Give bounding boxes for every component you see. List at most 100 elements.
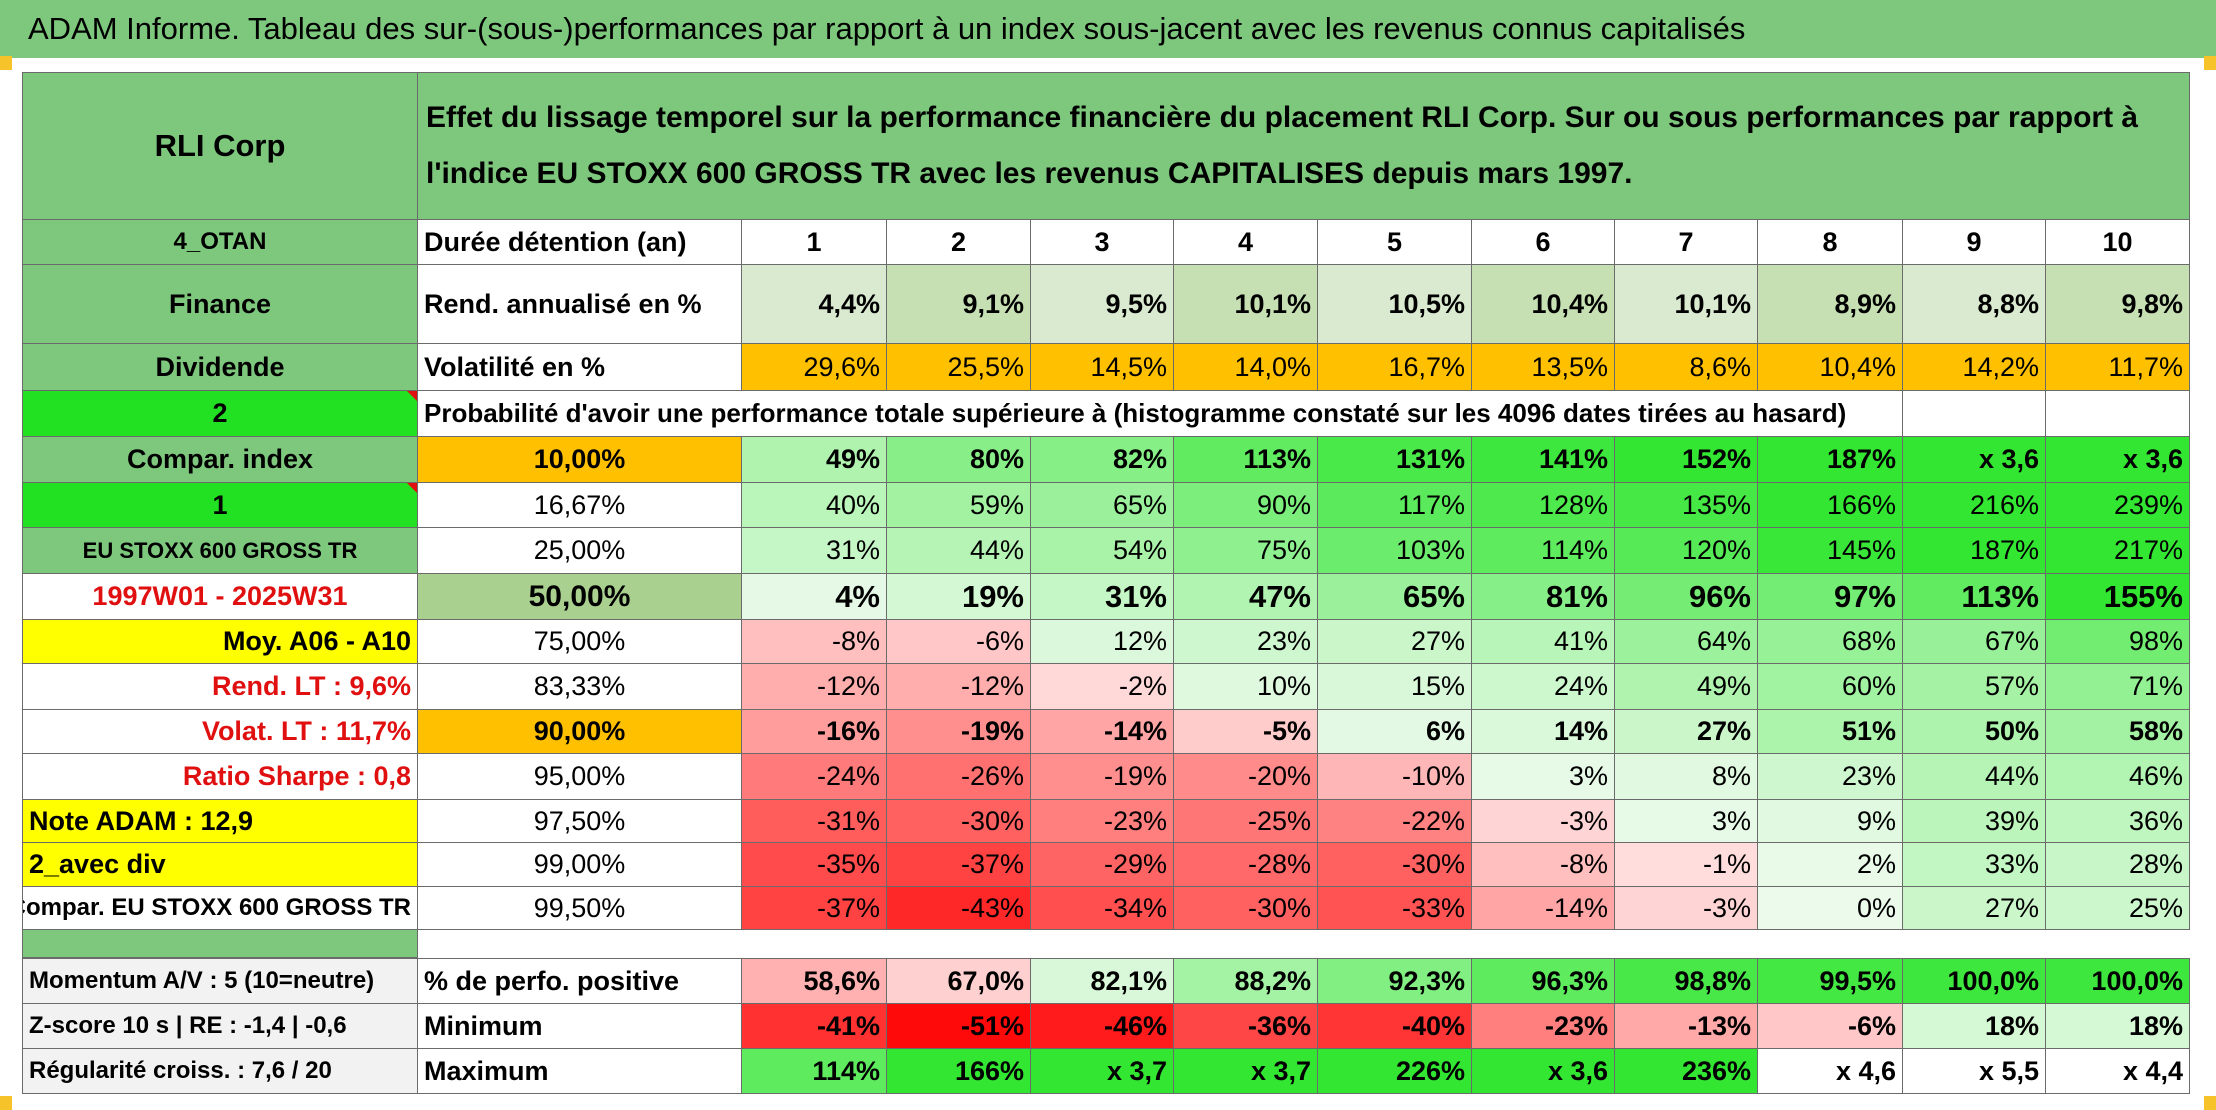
positive-value: 92,3% [1318, 958, 1472, 1004]
minimum-value: -51% [887, 1004, 1031, 1049]
minimum-value: -46% [1031, 1004, 1174, 1049]
year-header: 8 [1758, 220, 1903, 265]
vol-value: 14,0% [1174, 344, 1318, 391]
percentile-value: 114% [1472, 528, 1615, 574]
side-label: 1 [22, 483, 418, 528]
side-label: 2_avec div [22, 843, 418, 887]
minimum-value: -40% [1318, 1004, 1472, 1049]
positive-value: 58,6% [742, 958, 887, 1004]
percentile-value: 82% [1031, 437, 1174, 483]
percentile-value: 152% [1615, 437, 1758, 483]
positive-value: 96,3% [1472, 958, 1615, 1004]
rend-value: 9,8% [2046, 265, 2190, 344]
percentile-value: -3% [1615, 887, 1758, 930]
percentile-value: 41% [1472, 620, 1615, 664]
percentile-value: -30% [1318, 843, 1472, 887]
percentile-value: -8% [1472, 843, 1615, 887]
percentile-value: -8% [742, 620, 887, 664]
percentile-value: 145% [1758, 528, 1903, 574]
maximum-value: x 4,6 [1758, 1049, 1903, 1094]
vol-value: 11,7% [2046, 344, 2190, 391]
rend-value: 4,4% [742, 265, 887, 344]
percentile-value: 10% [1174, 664, 1318, 710]
side-label: Ratio Sharpe : 0,8 [22, 754, 418, 800]
maximum-value: x 3,7 [1174, 1049, 1318, 1094]
percentile-value: 120% [1615, 528, 1758, 574]
type-label: Dividende [22, 344, 418, 391]
rend-value: 8,8% [1903, 265, 2046, 344]
percentile-value: -6% [887, 620, 1031, 664]
empty-cell [1903, 391, 2046, 437]
percentile-value: 23% [1174, 620, 1318, 664]
percentile-value: 97% [1758, 574, 1903, 620]
percentile-value: 33% [1903, 843, 2046, 887]
rend-value: 10,4% [1472, 265, 1615, 344]
percentile-value: -1% [1615, 843, 1758, 887]
percentile-value: -30% [887, 800, 1031, 843]
percentile-value: -5% [1174, 710, 1318, 754]
percentile-value: 65% [1318, 574, 1472, 620]
rend-value: 10,1% [1174, 265, 1318, 344]
percentile-value: 31% [1031, 574, 1174, 620]
maximum-label: Maximum [418, 1049, 742, 1094]
percentile-value: 98% [2046, 620, 2190, 664]
percentile-value: -22% [1318, 800, 1472, 843]
year-header: 1 [742, 220, 887, 265]
side-label: EU STOXX 600 GROSS TR [22, 528, 418, 574]
percentile-value: 23% [1758, 754, 1903, 800]
percentile-value: -26% [887, 754, 1031, 800]
percentile-value: 80% [887, 437, 1031, 483]
percentile-value: -43% [887, 887, 1031, 930]
minimum-value: 18% [2046, 1004, 2190, 1049]
percentile-value: -12% [742, 664, 887, 710]
percentile-value: 49% [1615, 664, 1758, 710]
positive-value: 98,8% [1615, 958, 1758, 1004]
percentile-value: -29% [1031, 843, 1174, 887]
year-header: 4 [1174, 220, 1318, 265]
percentile-label: 75,00% [418, 620, 742, 664]
vol-value: 16,7% [1318, 344, 1472, 391]
percentile-label: 99,50% [418, 887, 742, 930]
vol-value: 25,5% [887, 344, 1031, 391]
minimum-value: 18% [1903, 1004, 2046, 1049]
vol-value: 14,5% [1031, 344, 1174, 391]
percentile-value: 96% [1615, 574, 1758, 620]
maximum-value: 236% [1615, 1049, 1758, 1094]
percentile-value: 51% [1758, 710, 1903, 754]
percentile-value: 65% [1031, 483, 1174, 528]
percentile-label: 16,67% [418, 483, 742, 528]
maximum-value: 226% [1318, 1049, 1472, 1094]
vol-value: 13,5% [1472, 344, 1615, 391]
positive-value: 100,0% [2046, 958, 2190, 1004]
percentile-value: 8% [1615, 754, 1758, 800]
percentile-value: 103% [1318, 528, 1472, 574]
percentile-value: 28% [2046, 843, 2190, 887]
positive-label: % de perfo. positive [418, 958, 742, 1004]
percentile-value: x 3,6 [1903, 437, 2046, 483]
rend-value: 9,5% [1031, 265, 1174, 344]
side-label: Compar. index [22, 437, 418, 483]
percentile-value: 40% [742, 483, 887, 528]
side-label: Volat. LT : 11,7% [22, 710, 418, 754]
minimum-value: -41% [742, 1004, 887, 1049]
year-header: 5 [1318, 220, 1472, 265]
rend-value: 9,1% [887, 265, 1031, 344]
percentile-value: 0% [1758, 887, 1903, 930]
percentile-value: 60% [1758, 664, 1903, 710]
percentile-value: 135% [1615, 483, 1758, 528]
minimum-value: -36% [1174, 1004, 1318, 1049]
percentile-value: 19% [887, 574, 1031, 620]
corner-marker-icon [2204, 56, 2216, 70]
percentile-value: 44% [1903, 754, 2046, 800]
comment-marker-icon [407, 483, 417, 493]
percentile-value: 12% [1031, 620, 1174, 664]
percentile-value: -24% [742, 754, 887, 800]
percentile-value: 49% [742, 437, 887, 483]
percentile-value: 113% [1174, 437, 1318, 483]
code-label: 4_OTAN [22, 220, 418, 265]
percentile-value: 155% [2046, 574, 2190, 620]
minimum-value: -6% [1758, 1004, 1903, 1049]
maximum-value: x 3,6 [1472, 1049, 1615, 1094]
vol-value: 8,6% [1615, 344, 1758, 391]
